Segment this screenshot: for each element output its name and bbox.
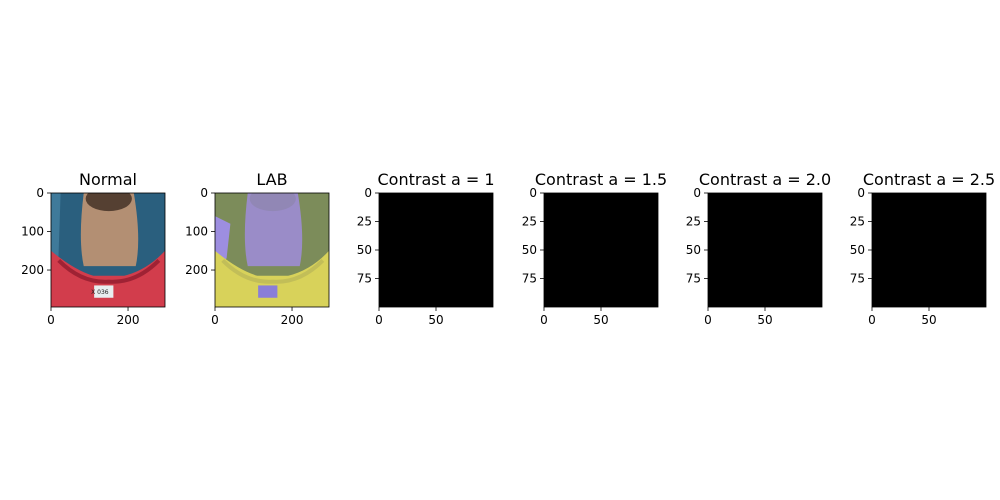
y-tick-label: 75 [686, 272, 701, 286]
y-tick-label: 75 [357, 272, 372, 286]
y-tick-label: 50 [522, 243, 537, 257]
image-contrast [708, 193, 822, 307]
x-tick-label: 0 [868, 313, 876, 327]
photo-hair [249, 193, 296, 212]
x-tick-label: 200 [117, 313, 140, 327]
image-contrast [379, 193, 493, 307]
x-tick-label: 0 [704, 313, 712, 327]
photo-neck [244, 193, 303, 267]
photo-collar [221, 258, 325, 284]
x-tick-label: 50 [593, 313, 608, 327]
image-contrast [872, 193, 986, 307]
subplot-title: Normal [79, 170, 137, 189]
y-tick-label: 25 [357, 215, 372, 229]
photo-tag-text: X 036 [91, 289, 109, 296]
y-tick-label: 50 [357, 243, 372, 257]
axes-frame [50, 192, 166, 308]
x-tick-label: 0 [375, 313, 383, 327]
subplot-title: Contrast a = 1 [377, 170, 494, 189]
x-tick-label: 50 [921, 313, 936, 327]
photo-neck [80, 193, 139, 267]
y-tick-label: 75 [522, 272, 537, 286]
x-tick-label: 0 [211, 313, 219, 327]
subplot-title: LAB [256, 170, 287, 189]
y-tick-label: 25 [522, 215, 537, 229]
y-tick-label: 50 [686, 243, 701, 257]
y-tick-label: 25 [850, 215, 865, 229]
y-tick-label: 200 [185, 263, 208, 277]
subplot-1: X 036 Normal 0 200 0 100 200 [21, 170, 166, 327]
y-tick-label: 0 [693, 186, 701, 200]
y-tick-label: 200 [21, 263, 44, 277]
subplot-3: Contrast a = 1 0 50 0 25 50 75 [357, 170, 495, 327]
axes-frame [214, 192, 330, 308]
y-tick-label: 0 [857, 186, 865, 200]
x-tick-label: 200 [281, 313, 304, 327]
y-tick-label: 0 [529, 186, 537, 200]
y-tick-label: 0 [200, 186, 208, 200]
y-tick-label: 100 [21, 225, 44, 239]
y-tick-label: 100 [185, 225, 208, 239]
y-tick-label: 0 [364, 186, 372, 200]
photo-collar [57, 258, 161, 284]
x-tick-label: 0 [47, 313, 55, 327]
x-tick-label: 0 [540, 313, 548, 327]
y-tick-label: 75 [850, 272, 865, 286]
subplot-title: Contrast a = 1.5 [535, 170, 667, 189]
photo-tag [94, 285, 114, 298]
y-tick-label: 0 [36, 186, 44, 200]
x-tick-label: 50 [428, 313, 443, 327]
y-tick-label: 50 [850, 243, 865, 257]
photo-side-region [215, 216, 231, 267]
x-tick-label: 50 [757, 313, 772, 327]
subplot-2: LAB 0 200 0 100 200 [185, 170, 330, 327]
subplot-title: Contrast a = 2.5 [863, 170, 995, 189]
image-lab [215, 193, 329, 307]
image-normal: X 036 [51, 193, 165, 307]
photo-shirt [51, 250, 165, 307]
image-contrast [544, 193, 658, 307]
photo-hair [85, 193, 132, 212]
y-tick-label: 25 [686, 215, 701, 229]
subplot-title: Contrast a = 2.0 [699, 170, 831, 189]
subplot-grid: X 036 Normal 0 200 0 100 200 LAB 0 200 0 100 200 Cont… [21, 170, 995, 327]
photo-tag [258, 285, 278, 298]
photo-shirt [215, 250, 329, 307]
